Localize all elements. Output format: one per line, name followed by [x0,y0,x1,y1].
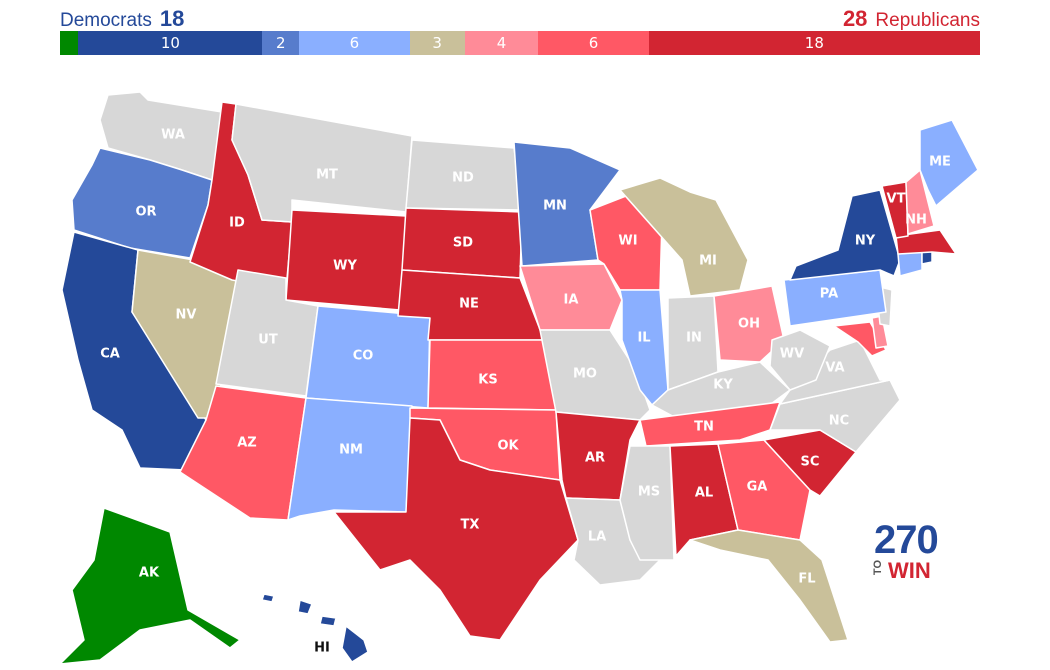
state-ak[interactable] [59,507,241,665]
logo-win: WIN [888,558,931,583]
state-vt[interactable] [881,181,909,239]
rating-bar: 10 2 6 3 4 6 18 [60,31,980,55]
state-il[interactable] [619,289,669,406]
label-sc: SC [801,455,820,470]
label-hi: HI [314,641,330,656]
270towin-logo[interactable]: 270 TO WIN [872,520,952,584]
label-il: IL [637,331,650,346]
label-vt: VT [887,192,906,207]
democrats-label: Democrats [60,10,152,31]
bar-segment-lean-dem[interactable]: 6 [299,31,410,55]
state-hi[interactable] [261,593,369,663]
label-co: CO [353,349,374,364]
label-nd: ND [452,171,474,186]
label-me: ME [929,155,951,170]
label-id: ID [229,216,245,231]
state-ma[interactable] [895,229,957,255]
state-nm[interactable] [287,397,413,521]
label-ny: NY [855,234,876,249]
state-ne[interactable] [397,269,545,341]
label-mt: MT [316,168,338,183]
democrats-total: Democrats 18 [60,6,184,32]
bar-segment-dem-alaska-green[interactable] [60,31,79,55]
republicans-label: Republicans [875,10,980,31]
bar-segment-lean-rep[interactable]: 6 [538,31,649,55]
label-ar: AR [585,451,605,466]
bar-segment-safe-rep[interactable]: 18 [648,31,980,55]
state-nh[interactable] [905,169,935,235]
label-ks: KS [478,373,497,388]
label-nh: NH [905,213,927,228]
logo-to: TO [872,560,884,576]
label-nc: NC [829,414,849,429]
state-mi[interactable] [619,177,749,297]
label-ne: NE [459,297,479,312]
label-nm: NM [339,443,363,458]
label-ga: GA [747,480,768,495]
bar-segment-likely-dem[interactable]: 2 [262,31,300,55]
label-ia: IA [564,293,579,308]
label-in: IN [686,331,702,346]
republicans-total: 28 Republicans [843,6,980,32]
label-nv: NV [176,308,197,323]
label-va: VA [825,361,844,376]
state-tx[interactable] [333,417,579,641]
state-sc[interactable] [763,429,857,497]
label-pa: PA [820,287,838,302]
state-fl[interactable] [689,529,849,643]
bar-segment-safe-dem[interactable]: 10 [78,31,263,55]
label-oh: OH [738,317,760,332]
state-ct[interactable] [897,251,923,277]
label-wa: WA [161,128,185,143]
label-al: AL [695,486,713,501]
label-ok: OK [497,439,519,454]
label-wi: WI [618,234,637,249]
label-tx: TX [461,518,480,533]
label-mn: MN [543,199,567,214]
bar-segment-tilt-rep[interactable]: 4 [464,31,539,55]
label-or: OR [135,205,156,220]
state-wv[interactable] [769,329,831,391]
state-tn[interactable] [639,401,781,447]
state-labels: WA OR CA NV ID MT WY UT AZ CO NM ND SD N… [100,128,951,656]
label-ky: KY [713,378,733,393]
label-wv: WV [780,347,804,362]
seat-count-header: Democrats 18 28 Republicans [60,4,980,32]
state-me[interactable] [919,119,979,207]
label-fl: FL [798,572,815,587]
label-wy: WY [333,259,357,274]
label-tn: TN [694,420,714,435]
label-ca: CA [100,347,120,362]
label-sd: SD [453,236,473,251]
state-ny[interactable] [789,189,901,281]
label-az: AZ [237,436,257,451]
label-mo: MO [573,367,597,382]
state-va[interactable] [779,339,891,405]
label-ak: AK [139,566,160,581]
label-mi: MI [699,254,717,269]
logo-number: 270 [874,518,939,562]
label-ms: MS [638,485,660,500]
us-map: WA OR CA NV ID MT WY UT AZ CO NM ND SD N… [59,91,979,665]
bar-segment-toss-up[interactable]: 3 [409,31,465,55]
state-ia[interactable] [519,263,623,331]
state-or[interactable] [71,147,213,259]
label-ut: UT [258,333,278,348]
label-la: LA [588,530,606,545]
state-mt[interactable] [231,103,413,223]
democrats-count: 18 [159,6,185,31]
republicans-count: 28 [842,6,868,31]
